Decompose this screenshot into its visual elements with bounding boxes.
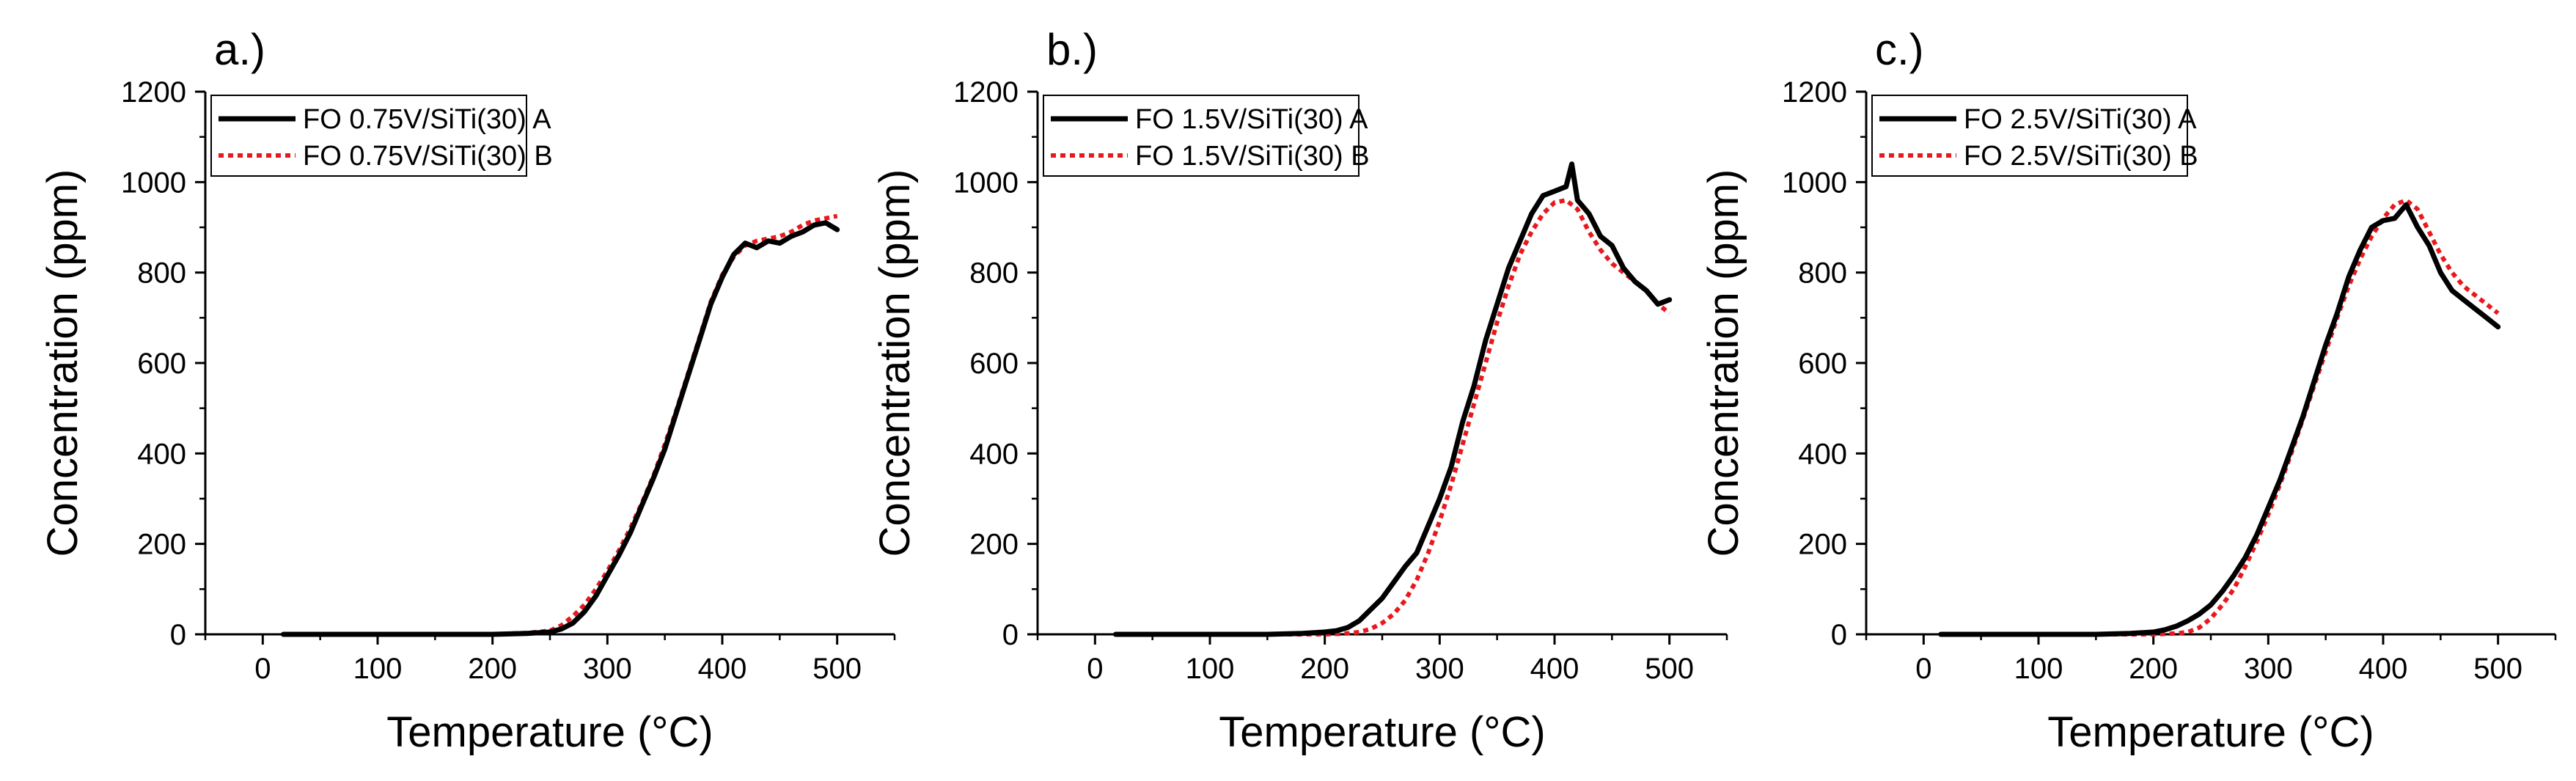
chart-2-series-a-line (1113, 161, 1673, 637)
chart-2-x-axis-title: Temperature (°C) (1219, 708, 1545, 756)
chart-1-x-tick-label: 300 (583, 653, 632, 685)
chart-1-y-tick-label: 400 (137, 438, 186, 470)
chart-1-x-tick-label: 0 (254, 653, 271, 685)
chart-2-x-tick-label: 400 (1530, 653, 1579, 685)
chart-3-legend-label-b: FO 2.5V/SiTi(30) B (1964, 141, 2198, 172)
chart-1-y-tick-label: 1200 (121, 76, 186, 109)
chart-1-legend-box (210, 95, 527, 177)
chart-3-y-tick-label: 0 (1831, 619, 1847, 651)
chart-1-legend-label-b: FO 0.75V/SiTi(30) B (303, 141, 553, 172)
chart-1-x-tick-label: 500 (812, 653, 862, 685)
chart-2-y-tick-label: 0 (1002, 619, 1019, 651)
chart-1-x-axis-title: Temperature (°C) (386, 708, 713, 756)
chart-3-panel-label: c.) (1875, 25, 1924, 74)
chart-3-series-b-line (1940, 198, 2500, 637)
chart-1-y-axis-title: Concentration (ppm) (39, 169, 87, 557)
chart-3-y-tick-label: 1000 (1782, 166, 1847, 199)
chart-1-y-tick-label: 800 (137, 257, 186, 290)
chart-1-y-tick-label: 0 (170, 619, 186, 651)
chart-1-series-a-line (281, 220, 840, 637)
chart-1-y-tick-label: 600 (137, 348, 186, 380)
chart-2-x-tick-label: 300 (1415, 653, 1464, 685)
chart-2-x-tick-label: 200 (1300, 653, 1349, 685)
chart-1-y-tick-label: 200 (137, 529, 186, 561)
chart-2-y-tick-label: 600 (969, 348, 1019, 380)
chart-3-y-tick-label: 1200 (1782, 76, 1847, 109)
chart-3-y-tick-label: 600 (1798, 348, 1847, 380)
chart-2: 0 100 200 300 400 500 0 200 400 600 800 1000 1200 Tem… (871, 25, 1728, 756)
chart-3-y-axis-title: Concentration (ppm) (1700, 169, 1747, 557)
chart-3-x-axis-title: Temperature (°C) (2047, 708, 2374, 756)
chart-1-legend-label-a: FO 0.75V/SiTi(30) A (303, 104, 551, 135)
chart-3-legend-label-a: FO 2.5V/SiTi(30) A (1964, 104, 2197, 135)
chart-2-x-tick-label: 0 (1087, 653, 1103, 685)
chart-2-panel-label: b.) (1046, 25, 1098, 74)
chart-3-x-tick-label: 500 (2473, 653, 2522, 685)
chart-1-x-tick-label: 400 (698, 653, 747, 685)
chart-2-legend-box (1043, 95, 1359, 177)
chart-2-legend-label-b: FO 1.5V/SiTi(30) B (1135, 141, 1370, 172)
chart-3-y-tick-label: 200 (1798, 529, 1847, 561)
chart-2-y-tick-label: 800 (969, 257, 1019, 290)
chart-2-legend-label-a: FO 1.5V/SiTi(30) A (1135, 104, 1368, 135)
chart-3-x-tick-label: 0 (1915, 653, 1931, 685)
chart-3-y-tick-label: 800 (1798, 257, 1847, 290)
chart-2-y-tick-label: 1000 (953, 166, 1019, 199)
chart-3-legend-box (1871, 95, 2188, 177)
chart-3-x-tick-label: 400 (2359, 653, 2408, 685)
chart-3-series-a-line (1938, 202, 2501, 637)
chart-2-y-tick-label: 1200 (953, 76, 1019, 109)
chart-3-x-tick-label: 200 (2129, 653, 2178, 685)
chart-1-series-b-line (283, 213, 838, 637)
chart-1-x-tick-label: 200 (468, 653, 517, 685)
chart-2-y-axis-title: Concentration (ppm) (871, 169, 919, 557)
chart-2-series-b-line (1115, 198, 1671, 637)
chart-2-x-tick-label: 100 (1186, 653, 1235, 685)
chart-1-x-tick-label: 100 (353, 653, 403, 685)
chart-2-x-tick-label: 500 (1645, 653, 1694, 685)
chart-1-panel-label: a.) (214, 25, 265, 74)
chart-2-y-tick-label: 400 (969, 438, 1019, 470)
chart-1-y-tick-label: 1000 (121, 166, 186, 199)
chart-1: 0 100 200 300 400 500 0 200 400 600 800 1000 1200 Tem… (39, 25, 896, 756)
chart-3-y-tick-label: 400 (1798, 438, 1847, 470)
chart-3-x-tick-label: 300 (2244, 653, 2293, 685)
chart-2-y-tick-label: 200 (969, 529, 1019, 561)
chart-3-x-tick-label: 100 (2014, 653, 2063, 685)
chart-3: 0 100 200 300 400 500 0 200 400 600 800 1000 1200 Tem… (1700, 25, 2557, 756)
